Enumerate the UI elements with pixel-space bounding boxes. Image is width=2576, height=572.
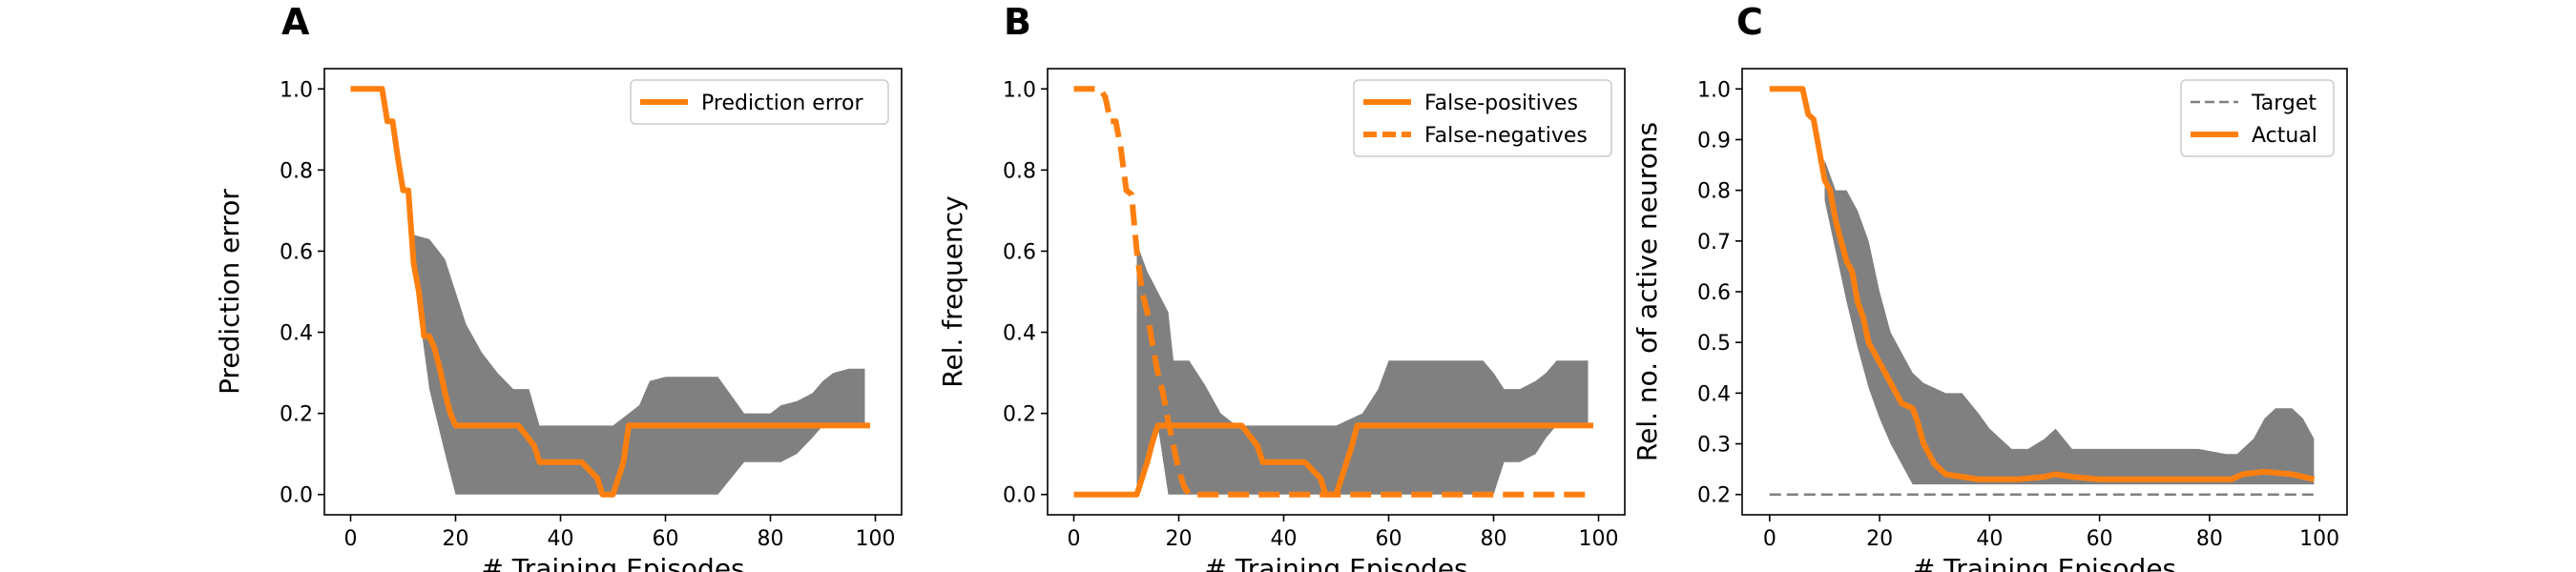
series-line-prediction-error [350,86,870,498]
plot-frame [323,68,903,516]
y-tick-label: 0.6 [280,240,313,264]
legend: Target Actual [2180,79,2335,157]
y-tick-label: 1.0 [1003,78,1036,102]
panel-letter: A [281,1,310,43]
panel-letter: B [1004,1,1031,43]
panel-b: B 0 20 40 60 80 100 0.0 0.2 0.4 0.6 0.8 1.0 # Trainin… [937,1,1626,572]
x-tick-label: 100 [856,527,896,551]
panel-letter: C [1736,1,1763,43]
y-tick-label: 0.2 [280,403,313,427]
y-tick-label: 0.8 [1697,180,1731,204]
y-tick-label: 0.9 [1697,129,1731,153]
x-tick-label: 80 [758,527,784,551]
y-tick-label: 0.2 [1697,484,1731,508]
x-axis-label: # Training Episodes [1204,553,1467,572]
y-tick-label: 0.7 [1697,231,1731,255]
y-tick-label: 0.5 [1697,332,1731,356]
legend: Prediction error [630,79,889,125]
confidence-band [1824,159,2315,485]
y-tick-label: 0.0 [280,484,313,508]
series-line-false-negatives [1073,86,1593,498]
x-tick-label: 80 [1481,527,1507,551]
series-line-false-positives [1073,422,1593,498]
x-tick-label: 40 [548,527,574,551]
x-tick-label: 20 [1866,527,1893,551]
y-tick-label: 0.8 [1003,159,1036,183]
x-tick-label: 100 [1579,527,1619,551]
x-tick-label: 0 [1763,527,1776,551]
series-line-actual [1769,86,2316,482]
panel-c: C 0 20 40 60 80 100 0.2 0.3 0.4 0.5 0.6 0.7 0.8 0.9 1.0… [1631,1,2348,572]
y-tick-label: 0.4 [280,322,313,346]
y-tick-label: 0.6 [1697,281,1731,305]
x-tick-label: 40 [1271,527,1298,551]
legend-label: Prediction error [701,92,863,115]
legend-label: Target [2251,92,2316,115]
y-tick-label: 0.2 [1003,403,1036,427]
plot-frame [1047,68,1626,516]
x-tick-label: 0 [1068,527,1081,551]
panel-a: A 0 20 40 60 80 100 0.0 0.2 0.4 0.6 0.8 1.0 # Trainin… [214,1,903,572]
legend: False-positives False-negatives [1353,79,1612,157]
x-tick-label: 60 [653,527,679,551]
y-tick-label: 0.4 [1003,322,1036,346]
y-tick-label: 1.0 [1697,78,1731,102]
legend-label: False-negatives [1424,124,1588,148]
x-tick-label: 20 [1166,527,1193,551]
y-tick-label: 0.4 [1697,382,1731,406]
x-tick-label: 0 [344,527,358,551]
y-axis-label: Prediction error [214,189,245,395]
y-axis-label: Rel. frequency [937,195,968,387]
y-tick-label: 0.3 [1697,434,1731,458]
legend-box [630,79,889,125]
x-axis-label: # Training Episodes [1913,553,2176,572]
confidence-band [1136,242,1589,495]
x-tick-label: 20 [443,527,469,551]
y-tick-label: 0.6 [1003,240,1036,264]
x-tick-label: 60 [1376,527,1402,551]
confidence-band [413,235,865,495]
x-axis-label: # Training Episodes [481,553,744,572]
legend-box [1353,79,1612,157]
x-tick-label: 40 [1976,527,2003,551]
y-tick-label: 0.8 [280,159,313,183]
legend-label: Actual [2252,124,2317,148]
legend-label: False-positives [1424,92,1578,115]
x-tick-label: 100 [2299,527,2339,551]
x-tick-label: 60 [2087,527,2113,551]
y-axis-label: Rel. no. of active neurons [1631,122,1663,461]
y-tick-label: 1.0 [280,78,313,102]
y-tick-label: 0.0 [1003,484,1036,508]
x-tick-label: 80 [2196,527,2223,551]
